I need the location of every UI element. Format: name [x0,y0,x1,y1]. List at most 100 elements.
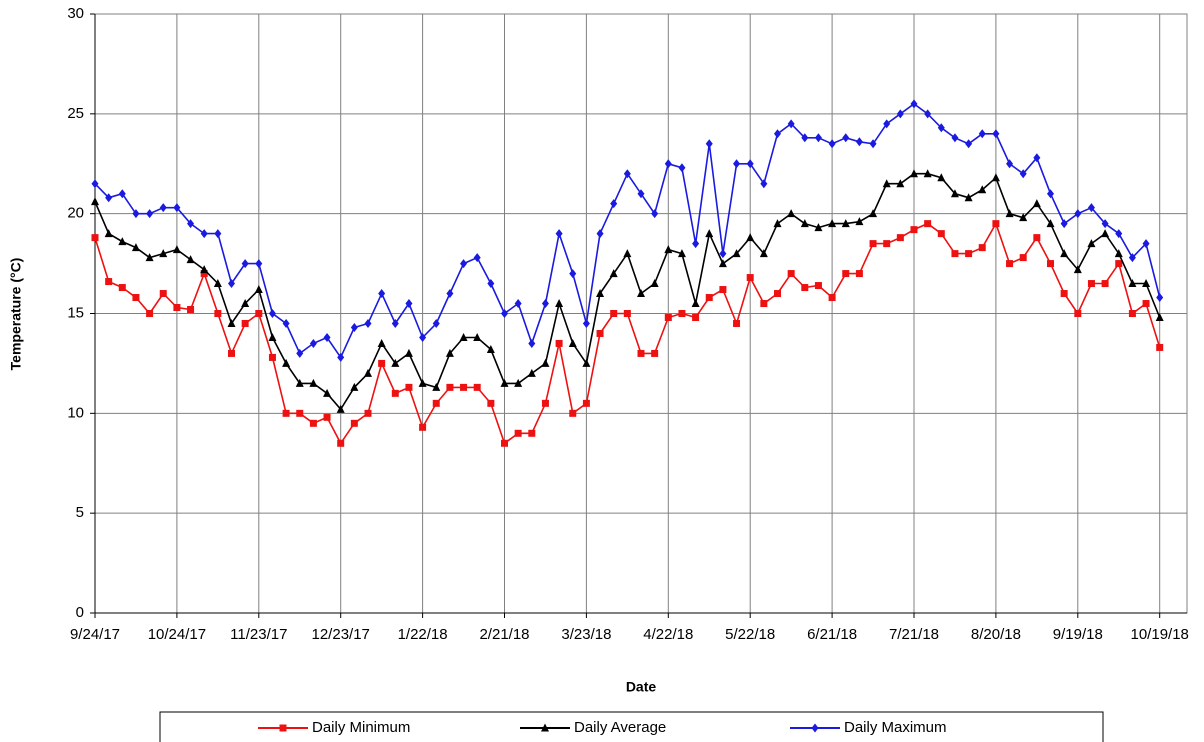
data-point [1142,279,1151,288]
x-tick-label: 5/22/18 [725,626,775,643]
x-tick-label: 11/23/17 [230,626,287,643]
y-tick-label: 10 [67,404,84,421]
data-point [1019,254,1027,262]
data-point [105,193,113,203]
data-point [678,163,686,173]
data-point [596,329,604,337]
data-point [1155,312,1164,321]
data-point [186,255,195,264]
data-point [200,229,208,239]
data-point [487,399,495,407]
x-tick-label: 10/24/17 [148,626,206,643]
data-point [1074,209,1082,219]
data-point [678,310,686,317]
legend-label: Daily Average [574,719,666,736]
data-point [555,229,563,239]
data-point [146,310,154,317]
legend-marker [811,723,819,733]
data-point [337,352,345,362]
x-tick-label: 6/21/18 [807,626,857,643]
data-point [1032,199,1041,208]
data-point [951,250,959,258]
data-point [296,348,304,358]
data-point [282,409,290,417]
data-point [1128,279,1137,288]
data-point [691,299,700,308]
data-point [323,332,331,342]
data-point [692,239,700,249]
y-tick-label: 15 [67,304,84,321]
data-point [610,199,618,209]
data-point [733,319,741,327]
data-point [855,217,864,226]
data-point [760,300,768,308]
x-axis-label: Date [626,679,657,695]
x-tick-label: 1/22/18 [398,626,448,643]
y-tick-label: 0 [76,604,84,621]
data-point [268,332,277,341]
data-point [719,249,727,259]
data-point [487,279,495,289]
data-point [391,389,399,397]
data-point [1115,260,1123,268]
data-point [132,294,140,302]
data-point [842,133,850,143]
data-point [91,179,99,189]
data-point [459,332,468,341]
data-point [1047,260,1054,268]
data-point [991,173,1000,182]
data-point [104,229,113,238]
data-point [1006,260,1014,268]
data-point [241,319,249,327]
data-point [336,404,345,413]
data-point [364,368,372,377]
data-point [855,270,863,278]
data-point [582,358,591,367]
data-point [473,383,481,391]
data-point [146,209,154,219]
data-point [800,219,809,228]
data-point [965,139,973,149]
data-point [882,179,891,188]
data-point [1087,280,1095,288]
data-point [883,240,891,248]
data-point [501,439,508,447]
data-point [254,285,263,294]
legend-marker [541,723,549,732]
data-point [419,423,427,431]
data-point [527,368,536,377]
data-point [473,332,482,341]
data-point [869,209,878,218]
data-point [596,289,605,298]
data-point [787,270,795,278]
data-point [241,259,249,269]
data-point [460,259,468,269]
data-point [801,284,809,292]
series-line [94,172,1161,411]
data-point [705,139,713,149]
data-point [432,399,440,407]
data-point [1087,203,1095,213]
data-point [896,179,905,188]
data-point [404,348,413,357]
data-point [309,338,317,348]
data-point [118,189,126,199]
data-point [1074,310,1082,317]
data-point [910,99,918,109]
data-point [309,378,318,387]
data-point [774,129,781,139]
data-point [214,229,222,239]
data-point [323,413,331,421]
data-point [801,133,809,143]
y-tick-label: 30 [67,5,84,22]
y-tick-label: 25 [67,105,84,122]
data-point [1128,310,1136,317]
data-point [323,388,332,397]
data-point [568,338,577,347]
data-point [132,209,140,219]
data-point [978,244,986,252]
data-point [378,359,386,367]
data-point [145,253,154,262]
data-point [1019,169,1027,179]
x-tick-label: 7/21/18 [889,626,939,643]
